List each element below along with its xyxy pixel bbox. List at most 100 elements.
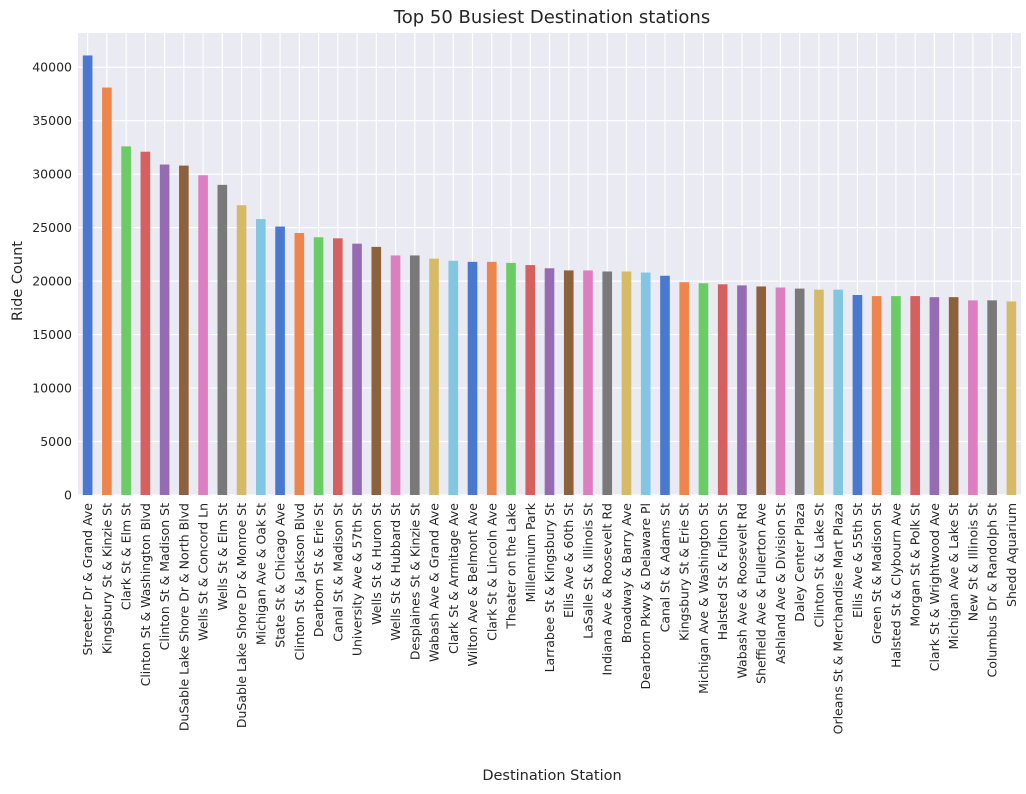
bars (82, 55, 1017, 496)
bar (256, 219, 266, 496)
x-tick-label: Clark St & Wrightwood Ave (927, 503, 942, 672)
bar (159, 164, 170, 495)
x-tick-label: Morgan St & Polk St (908, 503, 923, 627)
bar (409, 255, 420, 495)
bar (467, 261, 478, 495)
y-tick-label: 0 (64, 488, 72, 503)
bar (602, 271, 613, 495)
bar (506, 262, 516, 495)
x-tick-label: Halsted St & Fulton St (715, 503, 730, 640)
y-tick-label: 15000 (32, 327, 72, 342)
x-tick-label: Orleans St & Merchandise Mart Plaza (831, 503, 846, 734)
bar (275, 226, 285, 495)
x-tick-label: Theater on the Lake (504, 503, 519, 630)
bar (332, 238, 343, 496)
bar (679, 282, 690, 495)
bar (390, 255, 401, 495)
x-tick-label: Shedd Aquarium (1004, 503, 1019, 607)
x-tick-label: Desplaines St & Kinzie St (407, 503, 422, 660)
x-tick-label: Broadway & Barry Ave (619, 503, 634, 644)
bar (448, 260, 459, 495)
x-tick-label: DuSable Lake Shore Dr & North Blvd (176, 503, 191, 731)
x-tick-label: University Ave & 57th St (350, 503, 365, 656)
y-tick-label: 40000 (32, 60, 72, 75)
y-tick-label: 20000 (32, 274, 72, 289)
bar (948, 297, 959, 495)
bar (313, 237, 324, 495)
bar (871, 296, 882, 495)
bar (140, 151, 151, 496)
x-tick-label: Clark St & Lincoln Ave (484, 503, 499, 641)
x-tick-label: Green St & Madison St (869, 503, 884, 644)
x-axis-ticks: Streeter Dr & Grand Ave Kingsbury St & Ki… (80, 502, 1019, 734)
x-tick-label: LaSalle St & Illinois St (580, 503, 595, 639)
x-tick-label: Michigan Ave & Oak St (253, 503, 268, 645)
x-tick-label: Clinton St & Lake St (811, 503, 826, 628)
bar (525, 265, 536, 495)
bar (717, 284, 728, 495)
bar (82, 55, 93, 495)
x-tick-label: Millennium Park (523, 502, 538, 602)
bar (486, 261, 497, 495)
x-tick-label: Ashland Ave & Division St (773, 503, 788, 664)
bar (660, 275, 670, 495)
x-axis-label: Destination Station (482, 768, 621, 784)
x-tick-label: Clark St & Armitage Ave (446, 503, 461, 654)
x-tick-label: Sheffield Ave & Fullerton Ave (754, 503, 769, 684)
x-tick-label: State St & Chicago Ave (273, 503, 288, 648)
y-tick-label: 30000 (32, 167, 72, 182)
bar (371, 246, 382, 495)
x-tick-label: Larrabee St & Kingsbury St (542, 503, 557, 673)
x-tick-label: Wells St & Hubbard St (388, 503, 403, 641)
bar (910, 296, 920, 495)
x-tick-label: DuSable Lake Shore Dr & Monroe St (234, 503, 249, 728)
x-tick-label: Wells St & Concord Ln (196, 503, 211, 641)
x-tick-label: Wabash Ave & Grand Ave (427, 503, 442, 662)
bar (833, 289, 843, 495)
x-tick-label: Wells St & Elm St (215, 503, 230, 611)
x-tick-label: Wells St & Huron St (369, 503, 384, 625)
bar (737, 285, 747, 495)
x-tick-label: Clinton St & Washington Blvd (138, 503, 153, 686)
x-tick-label: Clinton St & Jackson Blvd (292, 503, 307, 660)
x-tick-label: Halsted St & Clybourn Ave (888, 503, 903, 668)
bar (102, 87, 112, 496)
x-tick-label: Michigan Ave & Lake St (946, 503, 961, 650)
bar (429, 258, 439, 495)
y-tick-label: 25000 (32, 220, 72, 235)
x-tick-label: Indiana Ave & Roosevelt Rd (600, 503, 615, 676)
bar (929, 297, 940, 495)
bar (1006, 301, 1017, 495)
x-tick-label: Clinton St & Madison St (157, 503, 172, 650)
y-axis-label: Ride Count (10, 241, 26, 321)
bar (756, 286, 767, 495)
x-tick-label: Ellis Ave & 55th St (850, 503, 865, 618)
x-tick-label: Kingsbury St & Kinzie St (99, 503, 114, 654)
x-tick-label: New St & Illinois St (965, 503, 980, 621)
x-tick-label: Kingsbury St & Erie St (677, 503, 692, 641)
x-tick-label: Daley Center Plaza (792, 503, 807, 622)
bar (987, 300, 997, 495)
bar (352, 243, 362, 495)
chart-title: Top 50 Busiest Destination stations (393, 7, 710, 28)
x-tick-label: Columbus Dr & Randolph St (985, 503, 1000, 678)
x-tick-label: Wabash Ave & Roosevelt Rd (734, 503, 749, 679)
y-tick-label: 10000 (32, 381, 72, 396)
bar (121, 146, 131, 495)
bar (621, 271, 632, 495)
bar (217, 184, 228, 495)
x-tick-label: Dearborn Pkwy & Delaware Pl (638, 503, 653, 689)
bar (294, 232, 305, 495)
x-tick-label: Wilton Ave & Belmont Ave (465, 503, 480, 667)
x-tick-label: Ellis Ave & 60th St (561, 503, 576, 618)
x-tick-label: Streeter Dr & Grand Ave (80, 503, 95, 656)
bar (179, 165, 189, 495)
bar (563, 270, 574, 495)
bar (544, 268, 555, 495)
bar (698, 283, 709, 495)
x-tick-label: Canal St & Adams St (657, 503, 672, 632)
x-tick-label: Clark St & Elm St (119, 503, 134, 610)
bar (794, 288, 805, 495)
bar (775, 287, 786, 495)
